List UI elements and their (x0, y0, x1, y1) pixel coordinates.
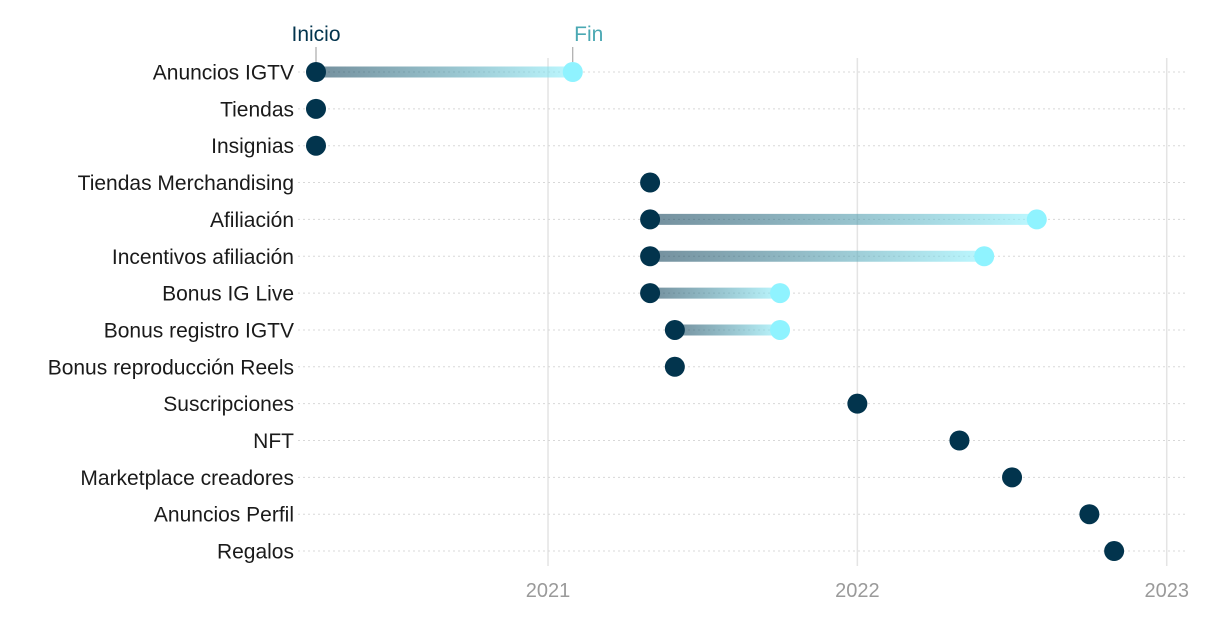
end-point (770, 283, 791, 304)
x-axis-ticks: 2021 2022 2023 (526, 580, 1189, 602)
start-point (847, 393, 868, 414)
x-tick-label: 2021 (526, 580, 571, 602)
x-tick-label: 2023 (1144, 580, 1189, 602)
points (306, 62, 1125, 562)
start-point (640, 209, 661, 230)
category-label: Tiendas Merchandising (78, 172, 294, 195)
start-point (306, 98, 326, 119)
start-point (640, 172, 661, 193)
start-point (949, 430, 970, 451)
category-label: Anuncios Perfil (154, 504, 294, 527)
category-label: Bonus registro IGTV (104, 319, 294, 342)
start-point (306, 135, 326, 156)
start-point (1079, 504, 1100, 525)
x-tick-label: 2022 (835, 580, 880, 602)
end-point (770, 319, 791, 340)
start-point (306, 62, 326, 82)
category-label: NFT (253, 430, 294, 453)
category-label: Tiendas (220, 98, 294, 121)
category-label: Afiliación (210, 209, 294, 232)
legend-end-label: Fin (574, 23, 603, 46)
start-point (1002, 467, 1023, 488)
start-point (664, 356, 685, 377)
legend-start-label: Inicio (291, 23, 340, 46)
range-bars (316, 66, 1037, 336)
category-labels: Anuncios IGTV Tiendas Insignias Tiendas Mer… (48, 62, 294, 564)
start-point (640, 246, 661, 267)
category-label: Regalos (217, 541, 294, 564)
start-point (640, 283, 661, 304)
category-label: Anuncios IGTV (153, 62, 294, 85)
category-label: Suscripciones (163, 393, 294, 416)
start-point (664, 319, 685, 340)
end-point (1026, 209, 1047, 230)
grid (298, 58, 1186, 566)
category-label: Marketplace creadores (80, 467, 294, 490)
category-label: Bonus IG Live (162, 283, 294, 306)
end-point (562, 62, 583, 82)
category-label: Bonus reproducción Reels (48, 356, 294, 379)
category-label: Insignias (211, 135, 294, 158)
start-point (1104, 541, 1125, 562)
legend: Inicio Fin (291, 23, 603, 62)
category-label: Incentivos afiliación (112, 246, 294, 269)
end-point (974, 246, 995, 267)
